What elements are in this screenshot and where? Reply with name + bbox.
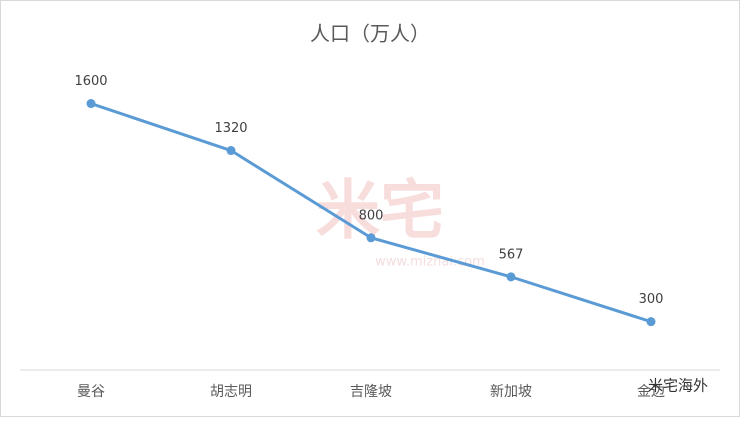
x-tick-label: 曼谷 — [77, 384, 105, 400]
data-label: 1600 — [74, 74, 107, 89]
point — [646, 317, 656, 327]
point — [226, 146, 236, 156]
data-label: 800 — [359, 208, 384, 223]
x-tick-label: 吉隆坡 — [350, 384, 392, 400]
watermark-url: www.mizhai.com — [375, 255, 485, 270]
data-label: 1320 — [214, 121, 247, 136]
point — [366, 233, 376, 243]
chart-title: 人口（万人） — [310, 22, 430, 46]
data-label: 300 — [639, 292, 664, 307]
x-tick-label: 金边 — [637, 384, 665, 400]
point — [506, 272, 516, 282]
footer-logo: 米宅海外 — [648, 377, 708, 395]
point — [86, 99, 96, 109]
watermark: 米宅 — [316, 175, 444, 249]
x-tick-label: 胡志明 — [210, 384, 252, 400]
data-label: 567 — [499, 247, 524, 262]
x-tick-label: 新加坡 — [490, 384, 532, 400]
